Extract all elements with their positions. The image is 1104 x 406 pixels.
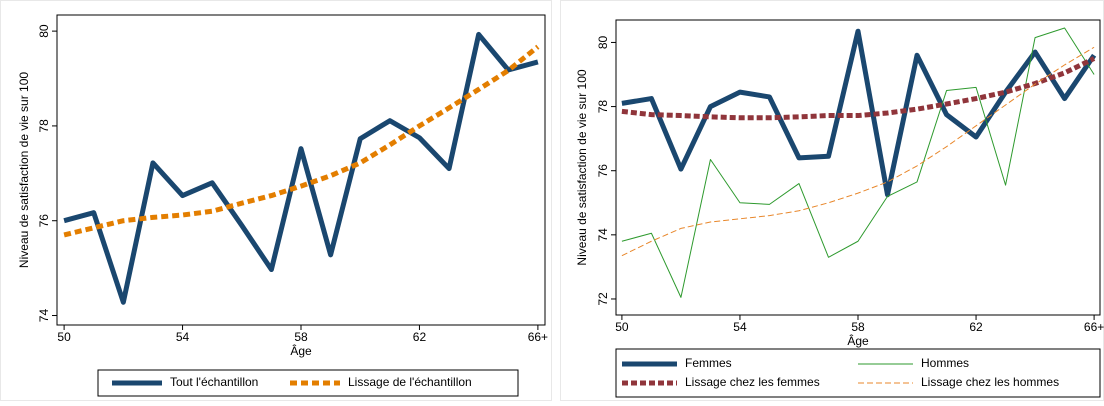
y-tick-label: 78: [37, 119, 51, 133]
y-tick-label: 78: [596, 100, 610, 114]
legend-label: Lissage chez les femmes: [685, 375, 820, 389]
series-line: [621, 27, 1095, 298]
plot-area: [56, 14, 546, 326]
series-line: [621, 28, 1097, 198]
y-tick-label: 72: [596, 292, 610, 306]
x-tick-label: 50: [57, 330, 71, 344]
x-tick-label: 54: [733, 320, 747, 334]
legend-box: [615, 348, 1101, 398]
series-line: [63, 44, 540, 238]
x-tick-label: 62: [969, 320, 983, 334]
plot-area: [615, 19, 1101, 316]
x-tick-label: 54: [176, 330, 190, 344]
x-tick-label: 62: [413, 330, 427, 344]
x-tick-label: 50: [615, 320, 629, 334]
x-tick-label: 66+: [528, 330, 548, 344]
legend-label: Tout l'échantillon: [170, 375, 258, 389]
legend-label: Hommes: [921, 356, 969, 370]
y-tick-label: 76: [37, 214, 51, 228]
x-axis-title: Âge: [290, 343, 312, 358]
x-axis-title: Âge: [847, 333, 869, 348]
y-tick-label: 74: [37, 309, 51, 323]
x-tick-label: 58: [294, 330, 308, 344]
legend-label: Femmes: [685, 356, 732, 370]
legend-label: Lissage chez les hommes: [921, 375, 1059, 389]
y-tick-label: 74: [596, 228, 610, 242]
y-tick-label: 80: [37, 24, 51, 38]
legend-label: Lissage de l'échantillon: [348, 375, 472, 389]
y-tick-label: 80: [596, 35, 610, 49]
series-line: [621, 56, 1096, 121]
y-axis-title: Niveau de satisfaction de vie sur 100: [575, 69, 589, 265]
series-line: [621, 46, 1095, 257]
series-line: [63, 31, 539, 305]
x-tick-label: 58: [851, 320, 865, 334]
y-tick-label: 76: [596, 164, 610, 178]
y-axis-title: Niveau de satisfaction de vie sur 100: [17, 72, 31, 268]
x-tick-label: 66+: [1084, 320, 1104, 334]
